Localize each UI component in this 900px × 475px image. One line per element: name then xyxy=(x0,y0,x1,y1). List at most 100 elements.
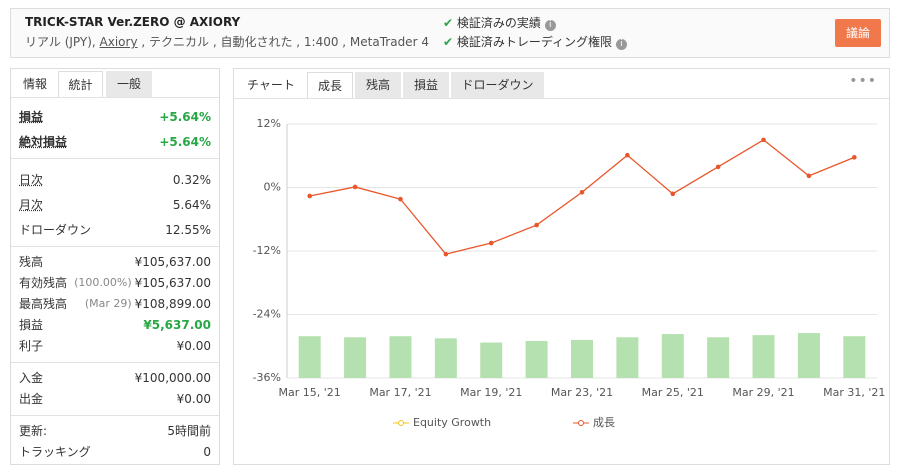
verified-2: ✔ 検証済みトレーディング権限 i xyxy=(443,33,627,50)
stat-value-wrap: 0 xyxy=(203,445,211,459)
stat-value: ¥0.00 xyxy=(176,338,211,353)
y-tick-label: -36% xyxy=(253,371,281,384)
stat-value: 0.32% xyxy=(172,172,211,187)
stat-value: ¥0.00 xyxy=(176,391,211,406)
stat-row: 更新: 5時間前 xyxy=(19,420,211,441)
tab[interactable]: 損益 xyxy=(403,72,449,98)
stat-row: 月次 5.64% xyxy=(19,192,211,217)
stat-row: 損益 ¥5,637.00 xyxy=(19,314,211,335)
bar xyxy=(797,333,820,378)
stat-value-wrap: (Mar 29) ¥108,899.00 xyxy=(85,297,211,311)
stat-value-wrap: 5.64% xyxy=(173,198,211,212)
y-tick-label: 12% xyxy=(257,117,281,130)
subtitle: リアル (JPY), Axiory , テクニカル , 自動化された , 1:4… xyxy=(25,33,429,50)
stat-label: 入金 xyxy=(19,371,44,385)
stat-value-wrap: 5時間前 xyxy=(167,422,211,439)
tab[interactable]: 残高 xyxy=(355,72,401,98)
stat-note: (100.00%) xyxy=(74,276,132,289)
legend-label: 成長 xyxy=(593,416,615,429)
point xyxy=(670,191,676,197)
title: TRICK-STAR Ver.ZERO @ AXIORY xyxy=(25,15,241,29)
stat-value-wrap: 0.32% xyxy=(173,173,211,187)
stat-value: ¥5,637.00 xyxy=(143,317,211,332)
point xyxy=(625,152,630,158)
bar xyxy=(616,337,639,378)
chart-panel: ••• チャート 成長 残高 損益 ドローダウン xyxy=(233,68,890,465)
growth-line xyxy=(309,139,855,255)
stat-label: 日次 xyxy=(19,173,44,187)
stat-value: ¥105,637.00 xyxy=(134,254,211,269)
point xyxy=(443,251,449,257)
more-menu[interactable]: ••• xyxy=(849,73,877,89)
stat-row: ドローダウン 12.55% xyxy=(19,217,211,242)
x-tick-label: Mar 25, '21 xyxy=(642,386,704,399)
stat-label: 有効残高 xyxy=(19,276,68,290)
stat-value-wrap: +5.64% xyxy=(159,135,211,149)
stat-row: 入金 ¥100,000.00 xyxy=(19,367,211,388)
bar xyxy=(389,336,412,378)
tab[interactable]: 成長 xyxy=(307,72,353,98)
tab[interactable]: 情報 xyxy=(22,77,47,91)
header: TRICK-STAR Ver.ZERO @ AXIORY リアル (JPY), … xyxy=(10,8,890,58)
stat-value: +5.64% xyxy=(159,109,211,124)
x-tick-label: Mar 17, '21 xyxy=(369,386,431,399)
stat-value-wrap: (100.00%) ¥105,637.00 xyxy=(74,276,211,290)
stat-label: 更新: xyxy=(19,424,48,438)
stat-value: 12.55% xyxy=(165,222,211,237)
stat-row: 有効残高 (100.00%) ¥105,637.00 xyxy=(19,272,211,293)
tab[interactable]: 一般 xyxy=(106,71,152,97)
y-tick-label: -24% xyxy=(253,308,281,321)
bar xyxy=(298,336,321,378)
separator xyxy=(11,246,219,247)
point xyxy=(852,155,857,160)
tab[interactable]: チャート xyxy=(247,78,295,92)
verified-1: ✔ 検証済みの実績 i xyxy=(443,14,556,31)
bar xyxy=(707,337,730,378)
stat-value-wrap: ¥0.00 xyxy=(177,392,211,406)
stat-label: 利子 xyxy=(19,339,44,353)
y-tick-label: 0% xyxy=(264,181,281,194)
point xyxy=(488,240,494,246)
legend-marker xyxy=(578,420,584,426)
stat-value: 5時間前 xyxy=(167,424,211,438)
separator xyxy=(11,362,219,363)
bar xyxy=(525,340,548,378)
bar xyxy=(480,342,503,378)
tab[interactable]: 統計 xyxy=(58,71,103,97)
stat-value-wrap: 12.55% xyxy=(165,223,211,237)
stat-value: ¥105,637.00 xyxy=(134,275,211,290)
legend-label: Equity Growth xyxy=(413,416,491,429)
subtitle-text: , テクニカル , 自動化された , 1:400 , MetaTrader 4 xyxy=(137,35,429,49)
stat-note: (Mar 29) xyxy=(84,297,132,310)
verified-text: 検証済みの実績 xyxy=(456,16,541,30)
stat-value-wrap: ¥0.00 xyxy=(177,339,211,353)
stat-label: ドローダウン xyxy=(19,223,92,237)
stat-label: 損益 xyxy=(19,318,44,332)
tab[interactable]: ドローダウン xyxy=(451,72,544,98)
x-tick-label: Mar 23, '21 xyxy=(551,386,613,399)
point xyxy=(806,173,812,179)
stat-label: 絶対損益 xyxy=(19,135,68,149)
stat-row: 損益 +5.64% xyxy=(19,104,211,129)
stat-value-wrap: ¥5,637.00 xyxy=(143,318,211,332)
stat-row: 残高 ¥105,637.00 xyxy=(19,251,211,272)
stat-row: 出金 ¥0.00 xyxy=(19,388,211,409)
stat-row: 日次 0.32% xyxy=(19,167,211,192)
tab-line xyxy=(11,97,219,98)
stat-row: 利子 ¥0.00 xyxy=(19,335,211,356)
point xyxy=(307,193,312,199)
stat-value: 5.64% xyxy=(172,197,211,212)
discuss-button[interactable]: 議論 xyxy=(835,19,881,47)
stat-label: 損益 xyxy=(19,110,44,124)
point xyxy=(715,164,721,170)
bar xyxy=(661,334,684,378)
stat-row: 絶対損益 +5.64% xyxy=(19,129,211,154)
stat-value: ¥108,899.00 xyxy=(134,296,211,311)
stat-value-wrap: +5.64% xyxy=(159,110,211,124)
bar xyxy=(344,337,367,378)
stat-row: トラッキング 0 xyxy=(19,441,211,462)
stat-value: +5.64% xyxy=(159,134,211,149)
stat-label: 出金 xyxy=(19,392,44,406)
broker-link[interactable]: Axiory xyxy=(99,35,138,49)
